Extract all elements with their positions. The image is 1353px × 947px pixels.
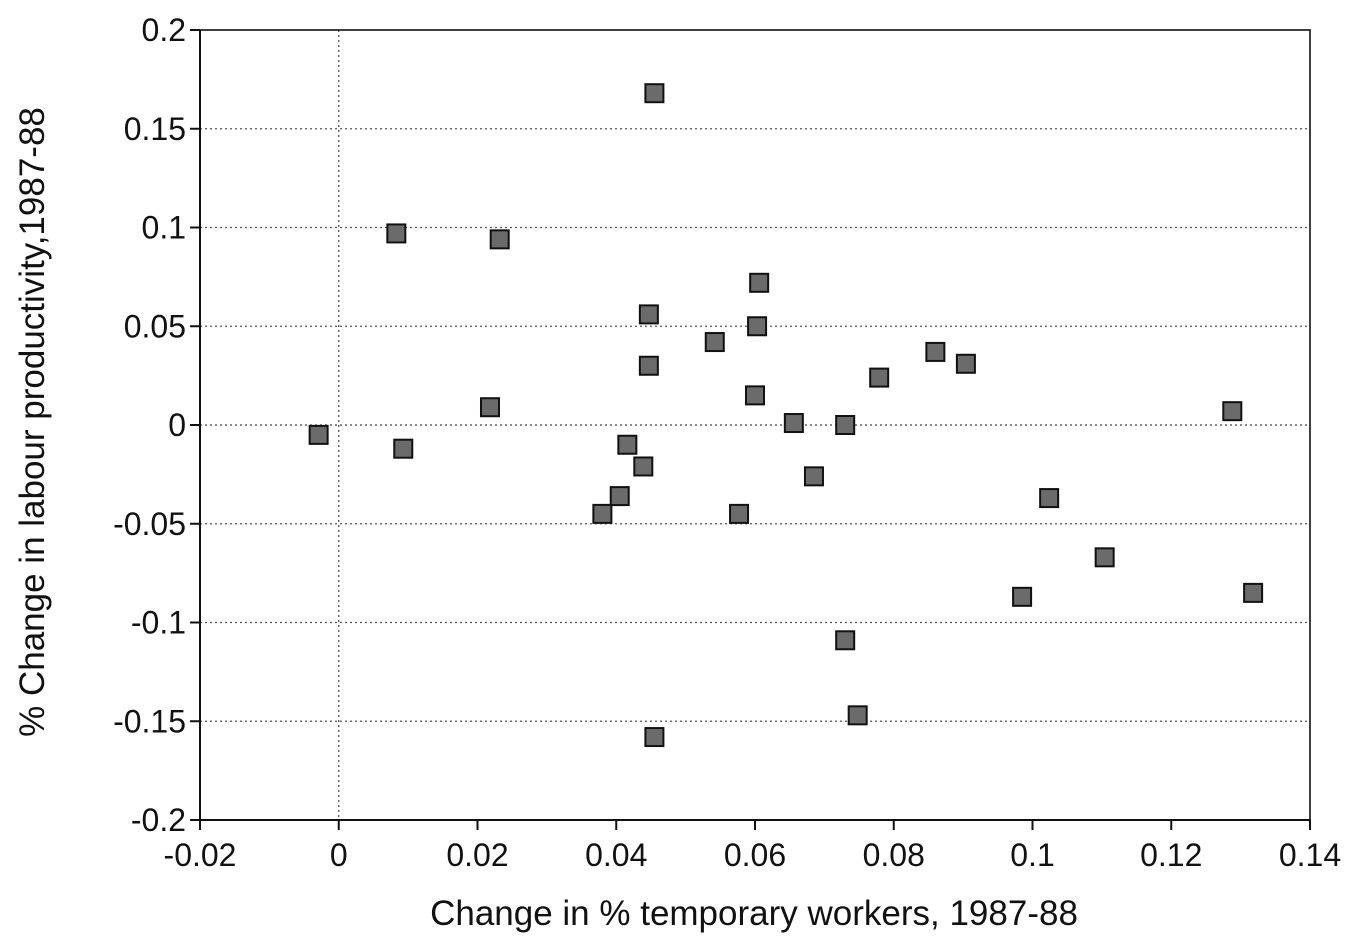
data-point xyxy=(803,466,824,487)
data-point xyxy=(644,83,665,104)
x-tick-label: 0.06 xyxy=(724,837,786,873)
data-point xyxy=(609,486,630,507)
data-point xyxy=(729,503,750,524)
x-tick-label: 0.08 xyxy=(863,837,925,873)
data-point xyxy=(869,367,890,388)
x-tick-label: 0.12 xyxy=(1140,837,1202,873)
gridlines xyxy=(200,30,1310,820)
data-point xyxy=(749,272,770,293)
y-tick-label: 0.2 xyxy=(142,12,186,48)
y-tick-label: 0.1 xyxy=(142,210,186,246)
data-point xyxy=(489,229,510,250)
y-axis-title: % Change in labour productivity,1987-88 xyxy=(13,107,52,737)
data-point xyxy=(479,397,500,418)
y-tick-label: -0.05 xyxy=(113,506,186,542)
x-tick-label: 0 xyxy=(330,837,348,873)
x-tick-label: -0.02 xyxy=(164,837,237,873)
data-point xyxy=(847,705,868,726)
data-point xyxy=(835,415,856,435)
y-tick-label: 0.15 xyxy=(124,111,186,147)
y-tick-label: 0 xyxy=(168,407,186,443)
x-tick-label: 0.04 xyxy=(585,837,647,873)
data-points xyxy=(308,83,1264,748)
x-axis-title: Change in % temporary workers, 1987-88 xyxy=(430,894,1078,933)
data-point xyxy=(1222,401,1243,422)
y-tick-label: 0.05 xyxy=(124,308,186,344)
data-point xyxy=(745,385,765,406)
x-tick-label: 0.14 xyxy=(1279,837,1341,873)
y-tick-labels: 0.2 0.15 0.1 0.05 0 -0.05 -0.1 -0.15 -0.2 xyxy=(113,12,186,838)
data-point xyxy=(393,438,414,459)
data-point xyxy=(925,341,946,362)
tick-marks xyxy=(190,29,1311,830)
x-tick-label: 0.02 xyxy=(446,837,508,873)
y-tick-label: -0.1 xyxy=(131,605,186,641)
data-point xyxy=(617,434,638,455)
data-point xyxy=(1039,488,1060,509)
data-point xyxy=(1094,547,1115,568)
data-point xyxy=(633,456,654,477)
data-point xyxy=(1012,586,1033,607)
data-point xyxy=(644,727,665,748)
data-point xyxy=(308,424,329,445)
y-tick-label: -0.2 xyxy=(131,802,186,838)
data-point xyxy=(1243,582,1264,603)
data-point xyxy=(704,332,725,353)
data-point xyxy=(638,355,659,376)
x-tick-label: 0.1 xyxy=(1010,837,1054,873)
data-point xyxy=(955,353,976,374)
x-tick-labels: -0.02 0 0.02 0.04 0.06 0.08 0.1 0.12 0.14 xyxy=(164,837,1342,873)
data-point xyxy=(638,304,659,325)
data-point xyxy=(783,413,804,434)
data-point xyxy=(592,503,613,524)
y-tick-label: -0.15 xyxy=(113,703,186,739)
data-point xyxy=(386,223,407,244)
data-point xyxy=(835,630,856,651)
data-point xyxy=(747,316,768,337)
